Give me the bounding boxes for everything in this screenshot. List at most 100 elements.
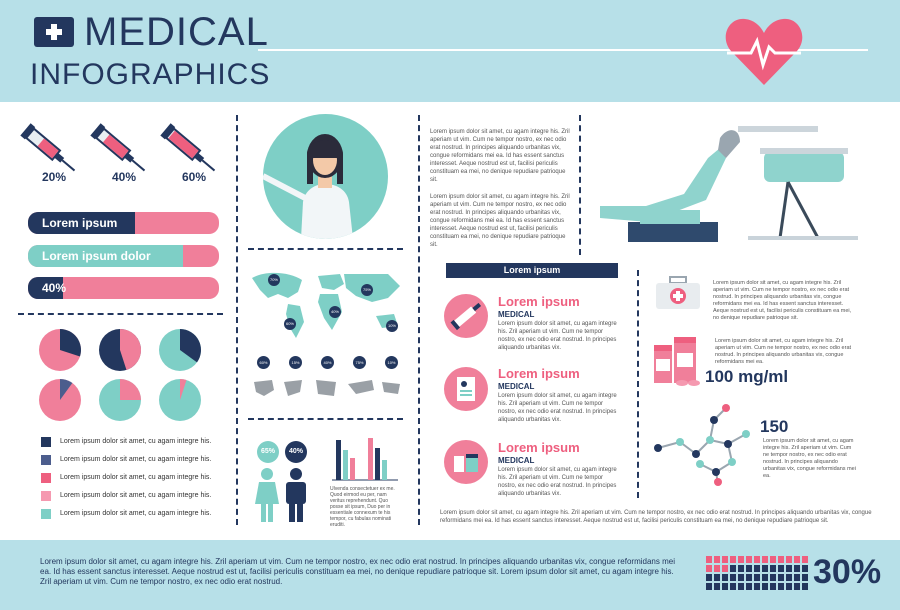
- person-glyph: [786, 565, 792, 572]
- row-divider: [248, 418, 403, 420]
- row-divider: [18, 313, 223, 315]
- person-glyph: [770, 565, 776, 572]
- chart-item-icon: [444, 367, 488, 411]
- medical-cross-logo: [34, 17, 74, 47]
- first-aid-kit-icon: [654, 275, 702, 314]
- person-glyph: [794, 583, 800, 590]
- person-glyph: [778, 583, 784, 590]
- mini-bar-chart: [330, 436, 400, 487]
- people-grid: [706, 556, 810, 597]
- male-percent: 40%: [288, 448, 303, 455]
- person-glyph: [706, 583, 712, 590]
- female-percent: 65%: [260, 448, 275, 455]
- progress-bar-fill: 40%: [28, 277, 66, 299]
- person-glyph: [770, 556, 776, 563]
- kit-text: Lorem ipsum dolor sit amet, cu agam inte…: [713, 280, 852, 321]
- item-text: Lorem ipsum dolor sit amet, cu agam inte…: [498, 321, 617, 351]
- progress-bar: Lorem ipsum dolor: [28, 245, 219, 267]
- molecule-icon: [648, 404, 758, 491]
- bottom-paragraph: Lorem ipsum dolor sit amet, cu agam inte…: [440, 510, 872, 524]
- person-glyph: [754, 556, 760, 563]
- item-subtitle: MEDICAL: [498, 310, 535, 319]
- pie-chart: [99, 379, 141, 421]
- legend-swatch: [41, 509, 51, 519]
- pills-text: Lorem ipsum dolor sit amet, cu agam inte…: [715, 338, 852, 365]
- legend-label: Lorem ipsum dolor sit amet, cu agam inte…: [60, 474, 212, 481]
- region-marker: 15%: [289, 356, 302, 369]
- syringe-icon: [18, 120, 82, 187]
- person-glyph: [730, 583, 736, 590]
- legend-swatch: [41, 473, 51, 483]
- pie-slice: [60, 329, 81, 357]
- person-glyph: [738, 565, 744, 572]
- footer-text: Lorem ipsum dolor sit amet, cu agam inte…: [40, 557, 675, 586]
- person-glyph: [738, 583, 744, 590]
- page-subtitle: INFOGRAPHICS: [30, 58, 271, 91]
- person-glyph: [738, 574, 744, 581]
- male-percent-badge: 40%: [285, 441, 307, 463]
- person-glyph: [794, 556, 800, 563]
- pie-chart: [39, 379, 81, 421]
- person-glyph: [746, 565, 752, 572]
- progress-bar-fill: Lorem ipsum dolor: [28, 245, 183, 267]
- pie-slice: [120, 379, 141, 400]
- legend-label: Lorem ipsum dolor sit amet, cu agam inte…: [60, 456, 212, 463]
- pie-slice: [120, 329, 141, 370]
- heart-pulse-icon: [725, 15, 803, 92]
- person-glyph: [802, 565, 808, 572]
- syringe-label: 60%: [182, 170, 207, 184]
- item-title: Lorem ipsum: [498, 366, 580, 381]
- person-glyph: [802, 556, 808, 563]
- pie-chart: [159, 329, 201, 371]
- section-label: Lorem ipsum: [446, 263, 618, 278]
- person-glyph: [762, 556, 768, 563]
- column-divider: [637, 270, 639, 498]
- item-title: Lorem ipsum: [498, 440, 580, 455]
- person-glyph: [714, 583, 720, 590]
- person-glyph: [754, 565, 760, 572]
- map-marker: 40%: [329, 306, 341, 318]
- pill-bottles-icon: [652, 335, 702, 392]
- pie-slice: [180, 329, 201, 363]
- person-glyph: [714, 556, 720, 563]
- pie-chart: [159, 379, 201, 421]
- person-glyph: [770, 574, 776, 581]
- male-person-icon: [282, 468, 310, 529]
- pie-chart: [99, 329, 141, 371]
- person-glyph: [722, 574, 728, 581]
- item-text: Lorem ipsum dolor sit amet, cu agam inte…: [498, 467, 617, 497]
- region-marker: 10%: [385, 356, 398, 369]
- person-glyph: [706, 565, 712, 572]
- person-glyph: [706, 574, 712, 581]
- progress-bar-fill: Lorem ipsum: [28, 212, 135, 234]
- female-person-icon: [253, 468, 281, 529]
- dental-chair-illustration: [588, 118, 863, 253]
- person-glyph: [714, 565, 720, 572]
- progress-bar: 40%: [28, 277, 219, 299]
- region-marker: 60%: [257, 356, 270, 369]
- syringe-icon: [158, 120, 222, 187]
- person-glyph: [706, 556, 712, 563]
- column-divider: [236, 115, 238, 525]
- person-glyph: [802, 574, 808, 581]
- syringe-icon: [88, 120, 152, 187]
- pie-chart: [39, 329, 81, 371]
- person-glyph: [722, 583, 728, 590]
- center-paragraph: Lorem ipsum dolor sit amet, cu agam inte…: [430, 129, 570, 183]
- person-glyph: [722, 565, 728, 572]
- person-glyph: [778, 565, 784, 572]
- person-glyph: [786, 574, 792, 581]
- row-divider: [248, 248, 403, 250]
- region-marker: 40%: [321, 356, 334, 369]
- syringe-label: 40%: [112, 170, 137, 184]
- syringe-item-icon: [444, 294, 488, 338]
- person-glyph: [794, 565, 800, 572]
- column-divider: [418, 115, 420, 525]
- legend-swatch: [41, 437, 51, 447]
- column-divider: [579, 115, 581, 255]
- item-text: Lorem ipsum dolor sit amet, cu agam inte…: [498, 393, 617, 423]
- bar-chart-caption: Ulvenda consectetuer ex me. Quod eirmod …: [330, 486, 395, 528]
- person-glyph: [738, 556, 744, 563]
- item-title: Lorem ipsum: [498, 294, 580, 309]
- molecule-text: Lorem ipsum dolor sit amet, cu agam inte…: [763, 438, 856, 479]
